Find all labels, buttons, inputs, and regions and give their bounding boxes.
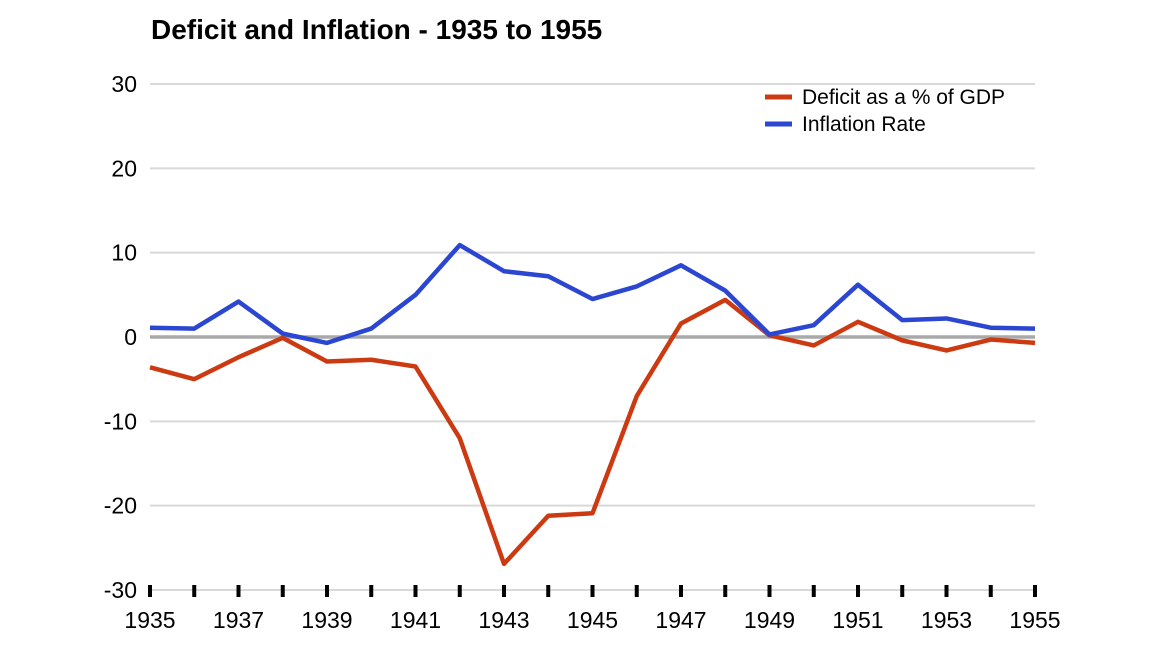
- x-axis-label: 1945: [567, 607, 618, 633]
- y-axis-label: 20: [111, 155, 137, 181]
- x-axis-label: 1941: [390, 607, 441, 633]
- y-axis-label: 10: [111, 240, 137, 266]
- x-axis-label: 1955: [1009, 607, 1060, 633]
- y-axis-label: -30: [104, 577, 137, 603]
- chart-title: Deficit and Inflation - 1935 to 1955: [151, 14, 603, 45]
- y-axis-label: -20: [104, 493, 137, 519]
- x-axis-label: 1949: [744, 607, 795, 633]
- series-line-0: [149, 297, 1036, 567]
- x-axis-label: 1937: [213, 607, 264, 633]
- y-axis-label: 30: [111, 71, 137, 97]
- legend-label-1: Inflation Rate: [802, 113, 926, 136]
- x-axis-label: 1935: [124, 607, 175, 633]
- x-axis-label: 1951: [832, 607, 883, 633]
- x-axis-label: 1939: [301, 607, 352, 633]
- y-axis-label: -10: [104, 408, 137, 434]
- y-axis-label: 0: [124, 324, 137, 350]
- x-axis-label: 1943: [478, 607, 529, 633]
- x-axis-label: 1953: [921, 607, 972, 633]
- legend-label-0: Deficit as a % of GDP: [802, 86, 1005, 109]
- series-line-1: [149, 242, 1036, 346]
- x-axis-label: 1947: [655, 607, 706, 633]
